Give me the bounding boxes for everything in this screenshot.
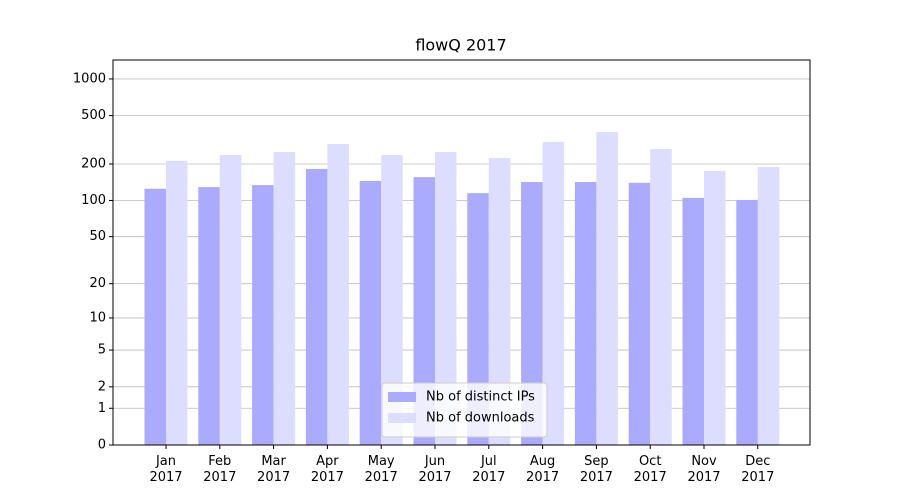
bar [381,155,403,446]
x-tick-label: Apr 2017 [311,454,344,485]
y-tick-label: 0 [98,438,106,453]
x-tick-label-line: Dec [745,454,770,469]
x-tick-label: Aug 2017 [526,454,559,485]
y-tick-label: 5 [98,343,106,358]
bar [488,158,511,445]
x-tick-label: Feb 2017 [203,454,236,485]
y-tick-label: 10 [89,310,106,325]
x-tick-label-line: 2017 [741,470,774,485]
x-tick-label-line: Nov [691,454,717,469]
x-tick-label-line: 2017 [526,470,559,485]
x-tick-label: Mar 2017 [257,454,290,485]
x-tick-label-line: 2017 [203,470,236,485]
x-tick-label-line: 2017 [311,470,344,485]
y-tick-label: 20 [89,276,106,291]
x-tick-label-line: Oct [639,454,661,469]
x-tick-label-line: 2017 [365,470,398,485]
bar [757,166,780,446]
bar [628,182,651,446]
x-tick-label-line: Jul [480,454,497,469]
legend-box [381,382,548,438]
bar [521,182,543,445]
chart-title: flowQ 2017 [415,36,506,55]
x-tick-label-line: 2017 [418,470,451,485]
x-tick-label: Jul 2017 [472,454,505,485]
x-tick-label: May 2017 [365,454,398,485]
x-tick-label-line: 2017 [149,470,182,485]
legend-label: Nb of downloads [426,411,535,426]
bar [542,141,565,445]
y-tick-label: 50 [89,229,106,244]
legend-swatch [388,413,416,423]
bar [219,155,242,446]
bar [650,148,672,445]
bar [198,187,220,446]
y-tick-label: 1 [98,401,106,416]
y-tick-label: 1000 [73,71,106,86]
x-tick-label-line: Apr [316,454,339,469]
bar [327,144,349,446]
x-tick-label-line: May [368,454,395,469]
y-tick-label: 2 [98,379,106,394]
y-tick-label: 500 [81,108,106,123]
bar [252,185,274,446]
x-tick-label-line: Aug [530,454,555,469]
x-tick-label-line: 2017 [257,470,290,485]
x-tick-label-line: 2017 [580,470,613,485]
legend-label: Nb of distinct IPs [426,390,535,405]
bar [736,199,758,445]
bar [305,168,328,445]
x-tick-label-line: Jun [424,454,445,469]
bar [359,180,382,446]
x-tick-label: Dec 2017 [741,454,774,485]
bar [435,152,457,446]
bar [166,160,188,445]
x-tick-label: Sep 2017 [580,454,613,485]
bar [574,182,597,445]
x-tick-label-line: Mar [261,454,286,469]
x-tick-label-line: Jan [155,454,176,469]
x-tick-label-line: Feb [208,454,231,469]
x-tick-label-line: 2017 [472,470,505,485]
x-tick-label-line: Sep [584,454,609,469]
y-tick-label: 200 [81,157,106,172]
legend-swatch [388,392,416,402]
x-tick-label: Oct 2017 [634,454,667,485]
x-tick-label-line: 2017 [634,470,667,485]
bar [682,197,704,445]
bar [273,152,296,446]
x-tick-label: Nov 2017 [687,454,720,485]
x-tick-label-line: 2017 [687,470,720,485]
bar [596,131,618,445]
bar [144,188,166,445]
bar [704,171,726,445]
x-tick-label: Jun 2017 [418,454,451,485]
y-tick-label: 100 [81,193,106,208]
x-tick-label: Jan 2017 [149,454,182,485]
bar [467,193,489,445]
plot-frame [112,59,811,446]
bar [413,177,435,445]
